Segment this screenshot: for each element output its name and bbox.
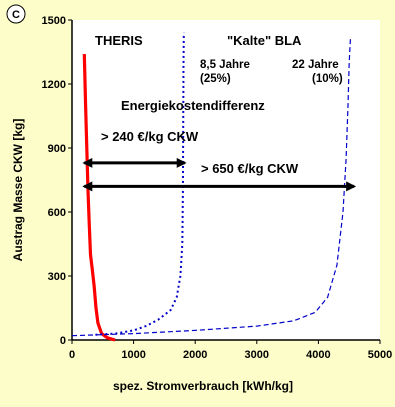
annotation-bla-b-line1: 22 Jahre (292, 59, 339, 71)
panel-badge: C (6, 4, 26, 24)
plot-area (72, 20, 380, 340)
y-tick-label: 1200 (42, 79, 66, 91)
annotation-energy-title: Energiekostendifferenz (121, 98, 265, 113)
y-tick-label: 600 (48, 207, 66, 219)
x-axis-label: spez. Stromverbrauch [kWh/kg] (113, 379, 293, 393)
y-tick-label: 900 (48, 143, 66, 155)
annotation-arrow2-label: > 650 €/kg CKW (201, 161, 299, 176)
x-tick-label: 3000 (245, 349, 269, 361)
x-tick-label: 4000 (306, 349, 330, 361)
annotation-arrow1-label: > 240 €/kg CKW (101, 129, 199, 144)
arrow-layer (82, 157, 357, 192)
x-tick-label: 2000 (183, 349, 207, 361)
annotation-bla-b-line2: (10%) (312, 73, 343, 85)
x-tick-label: 1000 (121, 349, 145, 361)
axes (71, 20, 380, 341)
series-layer (71, 32, 351, 342)
annotation-bla-a-line1: 8,5 Jahre (200, 59, 250, 71)
y-tick-label: 300 (48, 271, 66, 283)
series-line-3 (71, 39, 351, 337)
annotation-bla-title: "Kalte" BLA (227, 33, 302, 48)
series-line-2 (95, 32, 185, 336)
y-tick-label: 1500 (42, 15, 66, 27)
panel-badge-label: C (12, 9, 20, 21)
annotation-layer: THERIS "Kalte" BLA 8,5 Jahre (25%) 22 Ja… (95, 33, 343, 176)
annotation-bla-a-line2: (25%) (200, 73, 231, 85)
tick-marks: 0 1000 2000 3000 4000 5000 0 300 600 900 1200 1500 (42, 15, 393, 361)
annotation-theris: THERIS (95, 33, 143, 48)
x-tick-label: 5000 (368, 349, 392, 361)
y-tick-label: 0 (60, 335, 66, 347)
x-tick-label: 0 (69, 349, 75, 361)
y-axis-label: Austrag Masse CKW [kg] (11, 119, 25, 262)
